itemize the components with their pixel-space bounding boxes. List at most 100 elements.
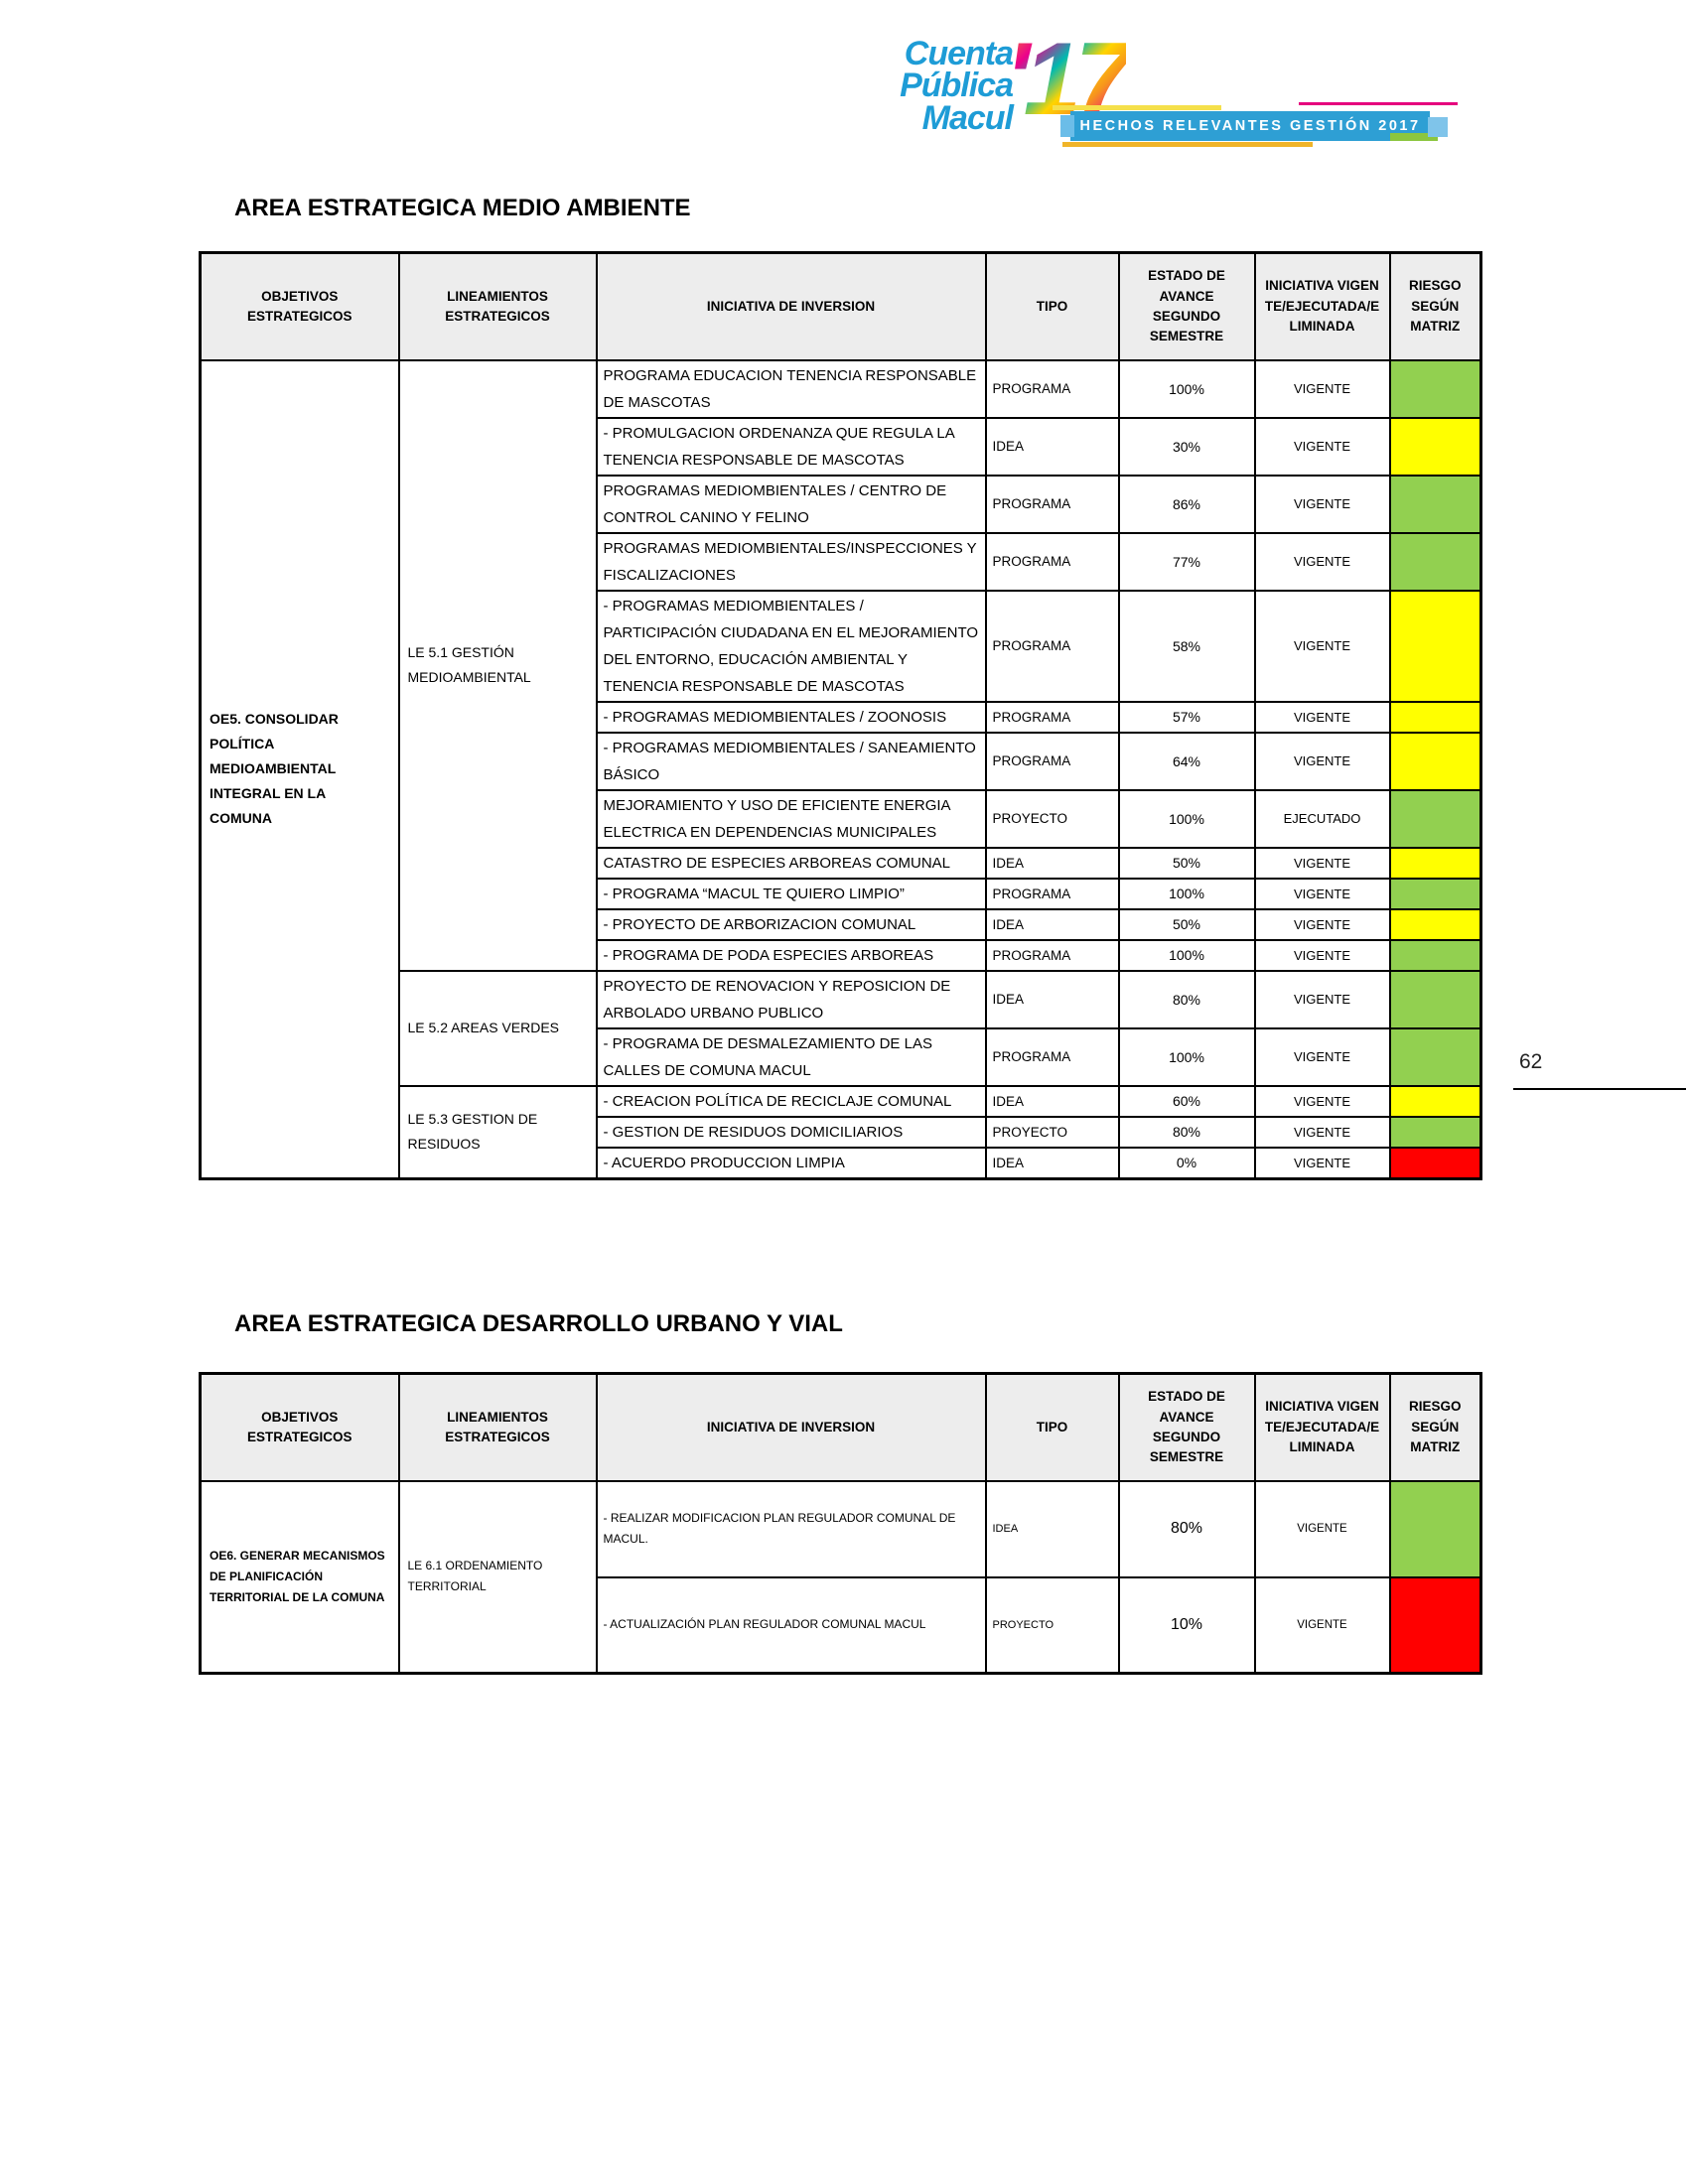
col-header-iniciativa-vigente: INICIATIVA VIGENTE/EJECUTADA/ELIMINADA [1253, 1372, 1391, 1482]
iniciativa-cell: - ACUERDO PRODUCCION LIMPIA [595, 1146, 987, 1179]
iniciativa-cell: - CREACION POLÍTICA DE RECICLAJE COMUNAL [595, 1084, 987, 1118]
table-row: PROGRAMAS MEDIOMBIENTALES / CENTRO DE CO… [201, 474, 1482, 534]
banner-accent-yellow [1053, 105, 1221, 110]
table-row: PROGRAMAS MEDIOMBIENTALES/INSPECCIONES Y… [201, 531, 1482, 592]
riesgo-cell-yellow [1388, 589, 1482, 703]
avance-cell: 30% [1117, 416, 1256, 477]
iniciativa-cell: - PROGRAMAS MEDIOMBIENTALES / PARTICIPAC… [595, 589, 987, 703]
medio-ambiente-table: OBJETIVOS ESTRATEGICOS LINEAMIENTOS ESTR… [199, 251, 1482, 1180]
table-row: - PROGRAMAS MEDIOMBIENTALES / SANEAMIENT… [201, 731, 1482, 791]
table-row: - PROGRAMAS MEDIOMBIENTALES / PARTICIPAC… [201, 589, 1482, 703]
section-title-medio-ambiente: AREA ESTRATEGICA MEDIO AMBIENTE [234, 195, 691, 221]
estado-cell: VIGENTE [1253, 877, 1391, 910]
table-row: CATASTRO DE ESPECIES ARBOREAS COMUNAL IDE… [201, 846, 1482, 880]
estado-cell: VIGENTE [1253, 1479, 1391, 1578]
col-header-estado-avance: ESTADO DE AVANCE SEGUNDO SEMESTRE [1117, 1372, 1256, 1482]
banner-accent-magenta [1299, 102, 1458, 105]
tipo-cell: IDEA [984, 416, 1120, 477]
objetivo-cell: OE6. GENERAR MECANISMOS DE PLANIFICACIÓN… [199, 1479, 400, 1675]
tipo-cell: PROGRAMA [984, 474, 1120, 534]
col-header-tipo: TIPO [984, 251, 1120, 361]
tipo-cell: IDEA [984, 907, 1120, 941]
avance-cell: 80% [1117, 1115, 1256, 1149]
logo-text-macul: Macul [921, 98, 1014, 137]
desarrollo-urbano-table: OBJETIVOS ESTRATEGICOS LINEAMIENTOS ESTR… [199, 1372, 1482, 1675]
table-row: - ACUERDO PRODUCCION LIMPIA IDEA 0% VIGENTE [201, 1146, 1482, 1179]
estado-cell: VIGENTE [1253, 416, 1391, 477]
banner-text: HECHOS RELEVANTES GESTIÓN 2017 [1079, 118, 1421, 134]
iniciativa-cell: - GESTION DE RESIDUOS DOMICILIARIOS [595, 1115, 987, 1149]
riesgo-cell-green [1388, 788, 1482, 849]
col-header-lineamientos: LINEAMIENTOS ESTRATEGICOS [397, 1372, 598, 1482]
table-row: - GESTION DE RESIDUOS DOMICILIARIOS PROYE… [201, 1115, 1482, 1149]
riesgo-cell-red [1388, 1146, 1482, 1179]
avance-cell: 60% [1117, 1084, 1256, 1118]
estado-cell: VIGENTE [1253, 731, 1391, 791]
riesgo-cell-yellow [1388, 1084, 1482, 1118]
riesgo-cell-green [1388, 1026, 1482, 1087]
col-header-riesgo: RIESGO SEGÚN MATRIZ [1388, 1372, 1482, 1482]
iniciativa-cell: - PROMULGACION ORDENANZA QUE REGULA LA T… [595, 416, 987, 477]
banner-bar: HECHOS RELEVANTES GESTIÓN 2017 [1070, 111, 1430, 141]
table-row: OE5. CONSOLIDAR POLÍTICA MEDIOAMBIENTAL … [199, 358, 1482, 1179]
riesgo-cell-green [1388, 938, 1482, 972]
riesgo-cell-green [1388, 877, 1482, 910]
avance-cell: 58% [1117, 589, 1256, 703]
table-row: LE 5.2 AREAS VERDES PROYECTO DE RENOVACIO… [201, 969, 1482, 1087]
col-header-estado-avance: ESTADO DE AVANCE SEGUNDO SEMESTRE [1117, 251, 1256, 361]
table-row: - PROMULGACION ORDENANZA QUE REGULA LA T… [201, 416, 1482, 477]
banner-accent-green [1390, 133, 1438, 141]
estado-cell: VIGENTE [1253, 700, 1391, 734]
objetivo-cell: OE5. CONSOLIDAR POLÍTICA MEDIOAMBIENTAL … [199, 358, 400, 1179]
estado-cell: VIGENTE [1253, 969, 1391, 1029]
estado-cell: VIGENTE [1253, 474, 1391, 534]
riesgo-cell-green [1388, 1115, 1482, 1149]
lineamiento-cell: LE 5.3 GESTION DE RESIDUOS [397, 1084, 598, 1179]
tipo-cell: IDEA [984, 1479, 1120, 1578]
riesgo-cell-green [1388, 531, 1482, 592]
page-number-rule [1513, 1088, 1686, 1090]
banner-accent-blue-left [1060, 115, 1074, 137]
iniciativa-cell: - PROYECTO DE ARBORIZACION COMUNAL [595, 907, 987, 941]
col-header-iniciativa: INICIATIVA DE INVERSION [595, 251, 987, 361]
logo-text-publica: Pública [900, 67, 1014, 105]
tipo-cell: PROYECTO [984, 788, 1120, 849]
tipo-cell: PROGRAMA [984, 531, 1120, 592]
header-banner: HECHOS RELEVANTES GESTIÓN 2017 [1053, 97, 1462, 149]
table-row: - PROGRAMAS MEDIOMBIENTALES / ZOONOSIS PR… [201, 700, 1482, 734]
avance-cell: 100% [1117, 877, 1256, 910]
col-header-iniciativa-vigente: INICIATIVA VIGENTE/EJECUTADA/ELIMINADA [1253, 251, 1391, 361]
estado-cell: VIGENTE [1253, 1026, 1391, 1087]
riesgo-cell-green [1388, 969, 1482, 1029]
estado-cell: VIGENTE [1253, 531, 1391, 592]
tipo-cell: PROGRAMA [984, 877, 1120, 910]
table-body: OE6. GENERAR MECANISMOS DE PLANIFICACIÓN… [199, 1479, 1482, 1675]
avance-cell: 50% [1117, 907, 1256, 941]
table-row: LE 5.3 GESTION DE RESIDUOS - CREACION POL… [201, 1084, 1482, 1179]
logo: Cuenta Pública Macul [765, 37, 1014, 137]
lineamiento-cell: LE 5.2 AREAS VERDES [397, 969, 598, 1087]
tipo-cell: PROYECTO [984, 1115, 1120, 1149]
banner-accent-gold [1062, 142, 1313, 147]
riesgo-cell-yellow [1388, 700, 1482, 734]
avance-cell: 100% [1117, 1026, 1256, 1087]
banner-accent-blue-right [1428, 117, 1448, 137]
iniciativa-cell: PROYECTO DE RENOVACION Y REPOSICION DE A… [595, 969, 987, 1029]
avance-cell: 100% [1117, 788, 1256, 849]
table-row: - ACTUALIZACIÓN PLAN REGULADOR COMUNAL M… [201, 1575, 1482, 1675]
table-row: OE6. GENERAR MECANISMOS DE PLANIFICACIÓN… [199, 1479, 1482, 1675]
table-body: OE5. CONSOLIDAR POLÍTICA MEDIOAMBIENTAL … [199, 358, 1482, 1179]
page-number: 62 [1519, 1050, 1543, 1073]
iniciativa-cell: PROGRAMA EDUCACION TENENCIA RESPONSABLE … [595, 358, 987, 419]
table-header-row: OBJETIVOS ESTRATEGICOS LINEAMIENTOS ESTR… [199, 1372, 1482, 1482]
estado-cell: VIGENTE [1253, 846, 1391, 880]
avance-cell: 100% [1117, 358, 1256, 419]
lineamiento-cell: LE 5.1 GESTIÓN MEDIOAMBIENTAL [397, 358, 598, 972]
tipo-cell: IDEA [984, 969, 1120, 1029]
avance-cell: 0% [1117, 1146, 1256, 1179]
riesgo-cell-yellow [1388, 416, 1482, 477]
estado-cell: VIGENTE [1253, 589, 1391, 703]
iniciativa-cell: - ACTUALIZACIÓN PLAN REGULADOR COMUNAL M… [595, 1575, 987, 1675]
estado-cell: VIGENTE [1253, 1084, 1391, 1118]
riesgo-cell-red [1388, 1575, 1482, 1675]
